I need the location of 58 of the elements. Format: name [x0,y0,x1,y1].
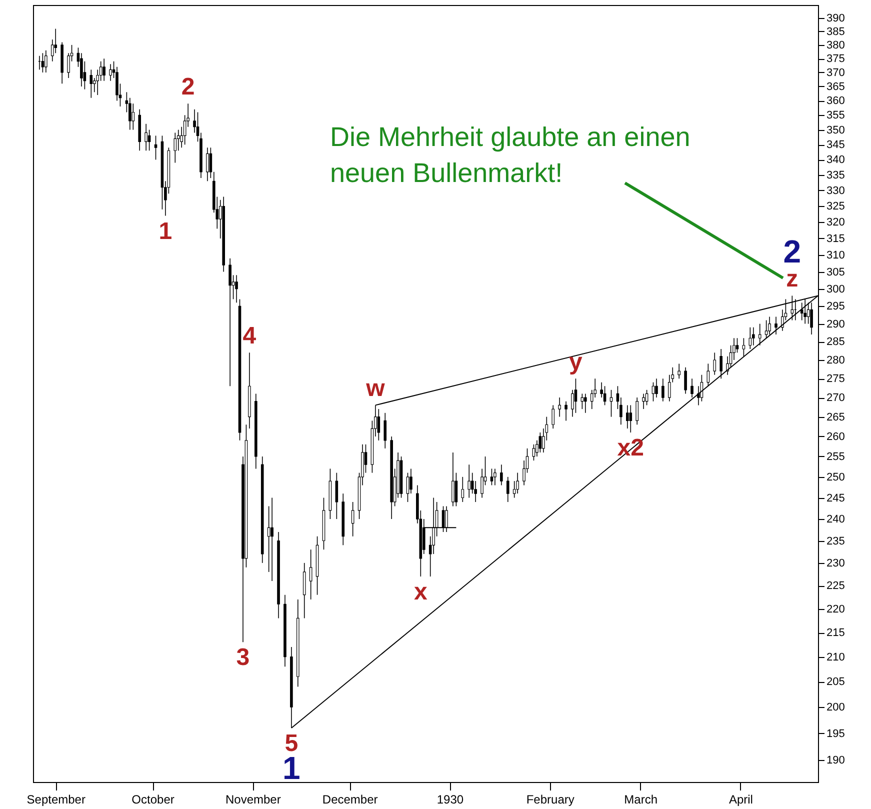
annotation: x [414,578,428,606]
y-tick-label: 365 [826,80,845,93]
y-tick-label: 345 [826,139,845,152]
y-tick-label: 255 [826,450,845,463]
y-tick-label: 305 [826,266,845,278]
annotation: 5 [284,730,298,757]
annotation: w [365,375,386,402]
annotation: y [569,348,584,376]
y-tick-label: 385 [826,26,845,38]
x-tick-label: December [322,792,378,806]
x-tick-label: March [624,792,658,806]
y-tick-label: 240 [826,514,845,526]
y-tick-label: 285 [826,336,845,348]
annotation: Die Mehrheit glaubte an einen neuen Bullenmarkt! [330,122,690,188]
y-tick-label: 200 [826,702,845,714]
y-tick-label: 375 [826,53,845,66]
y-tick-label: 360 [826,95,845,108]
y-tick-label: 225 [826,580,845,592]
x-tick-label: September [26,792,86,806]
x-tick-label: November [225,792,281,806]
y-tick-label: 235 [826,535,845,548]
y-tick-label: 275 [826,373,845,386]
y-tick-label: 265 [826,411,845,424]
y-tick-label: 195 [826,728,845,740]
annotation: 4 [242,322,257,350]
y-tick-label: 210 [826,651,845,664]
annotation: 3 [236,644,250,672]
x-tick-label: April [728,792,753,806]
annotation: 1 [158,218,172,245]
y-tick-label: 190 [826,754,845,767]
y-tick-label: 270 [826,392,845,404]
y-tick-label: 380 [826,39,845,52]
y-tick-label: 335 [826,169,845,182]
y-tick-label: 280 [826,354,845,366]
x-tick-label: February [526,792,574,806]
y-tick-label: 325 [826,200,845,213]
y-tick-label: 215 [826,627,845,640]
y-tick-label: 340 [826,154,845,166]
y-tick-label: 315 [826,232,845,245]
y-tick-label: 245 [826,492,845,504]
y-tick-label: 350 [826,124,845,136]
annotation: 2 [181,74,195,101]
y-tick-label: 300 [826,283,845,296]
y-tick-label: 330 [826,184,845,197]
x-tick-label: October [132,792,174,806]
y-tick-label: 205 [826,676,845,688]
y-tick-label: 230 [826,557,845,570]
y-tick-label: 320 [826,216,845,229]
x-tick-label: 1930 [436,792,464,806]
y-tick-label: 260 [826,430,845,443]
y-tick-label: 370 [826,66,845,79]
y-tick-label: 310 [826,249,845,262]
y-tick-label: 250 [826,471,845,484]
y-tick-label: 220 [826,603,845,616]
y-tick-label: 290 [826,318,845,330]
y-tick-label: 295 [826,300,845,313]
y-tick-label: 355 [826,110,845,122]
y-tick-label: 390 [826,12,845,25]
